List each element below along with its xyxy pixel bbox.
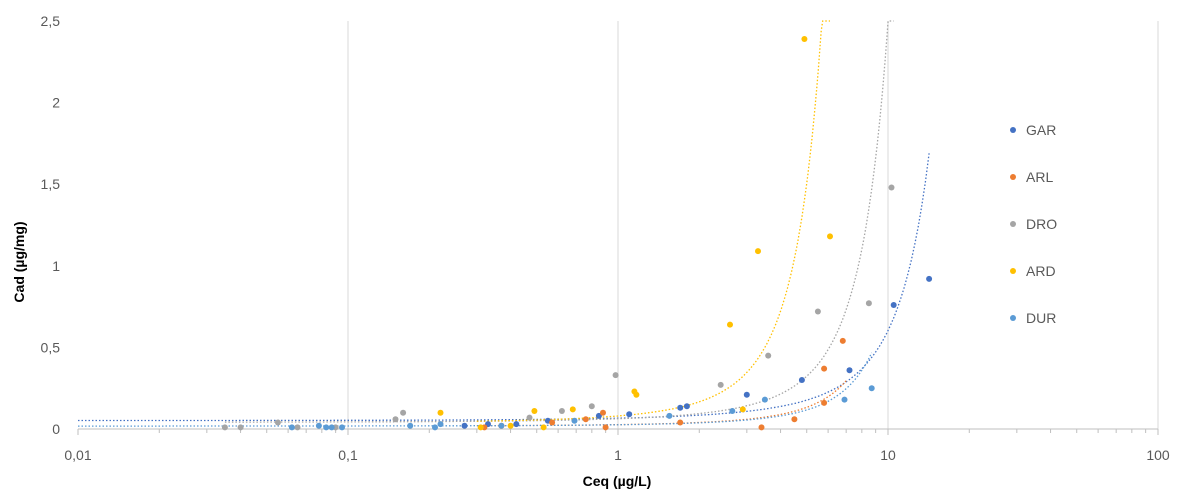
- point-ard: [633, 391, 640, 398]
- point-arl: [600, 409, 606, 416]
- point-dro: [294, 424, 301, 431]
- point-arl: [821, 365, 828, 372]
- point-dro: [274, 419, 281, 426]
- point-ard: [739, 406, 746, 413]
- point-dro: [526, 414, 533, 421]
- point-dur: [868, 385, 875, 392]
- point-ard: [507, 422, 514, 429]
- point-arl: [791, 416, 798, 423]
- point-dro: [717, 381, 724, 388]
- point-dro: [558, 408, 565, 414]
- legend-label-dro: DRO: [1026, 216, 1057, 232]
- x-tick-label: 10: [880, 447, 896, 463]
- y-tick-label: 2,5: [41, 13, 61, 29]
- point-dur: [437, 421, 444, 428]
- legend-label-dur: DUR: [1026, 310, 1056, 326]
- point-dro: [612, 372, 619, 379]
- point-dur: [571, 417, 578, 424]
- point-dro: [221, 424, 228, 431]
- gridlines: [347, 21, 1159, 429]
- legend-marker-ard: [1010, 268, 1016, 274]
- point-arl: [602, 424, 609, 431]
- trendline-arl: [476, 380, 847, 427]
- y-tick-label: 1: [52, 258, 60, 274]
- point-gar: [890, 302, 897, 308]
- point-dro: [392, 416, 399, 423]
- y-tick-label: 2: [52, 95, 60, 111]
- point-arl: [821, 399, 828, 406]
- legend-label-ard: ARD: [1026, 263, 1056, 279]
- point-dro: [237, 424, 244, 431]
- data-points: [221, 36, 933, 431]
- trendlines: [78, 20, 930, 427]
- point-gar: [626, 411, 633, 418]
- trendline-dro: [224, 20, 894, 423]
- y-tick-labels: 0 0,5 1 1,5 2 2,5: [41, 13, 61, 437]
- legend-marker-arl: [1010, 174, 1016, 180]
- legend-marker-gar: [1010, 127, 1016, 133]
- legend: GAR ARL DRO ARD DUR: [1010, 122, 1057, 326]
- point-arl: [677, 419, 684, 426]
- legend-label-gar: GAR: [1026, 122, 1056, 138]
- point-arl: [582, 416, 589, 423]
- legend-label-arl: ARL: [1026, 169, 1053, 185]
- point-ard: [437, 409, 444, 416]
- point-ard: [827, 233, 833, 240]
- x-tick-label: 100: [1146, 447, 1170, 463]
- x-axis-title: Ceq (µg/L): [583, 473, 652, 489]
- axes: [77, 428, 1159, 435]
- point-arl: [758, 424, 765, 431]
- x-tick-label: 0,01: [64, 447, 91, 463]
- trendline-dur: [78, 352, 873, 427]
- legend-marker-dur: [1010, 315, 1016, 321]
- point-arl: [549, 419, 556, 426]
- point-ard: [755, 248, 761, 255]
- x-tick-labels: 0,01 0,1 1 10 100: [64, 447, 1170, 463]
- point-dro: [588, 403, 595, 410]
- point-dur: [666, 412, 673, 419]
- point-dur: [407, 422, 414, 429]
- point-dur: [432, 424, 438, 431]
- point-dro: [765, 352, 772, 359]
- point-arl: [839, 337, 846, 344]
- y-tick-label: 0: [52, 421, 60, 437]
- point-dro: [400, 409, 407, 416]
- point-ard: [540, 424, 547, 431]
- y-tick-label: 1,5: [41, 176, 61, 192]
- point-ard: [477, 424, 484, 431]
- point-gar: [677, 404, 684, 411]
- point-dro: [865, 300, 872, 307]
- point-ard: [569, 406, 576, 413]
- point-dur: [339, 424, 345, 431]
- point-gar: [513, 421, 520, 428]
- x-tick-label: 0,1: [338, 447, 358, 463]
- point-ard: [801, 36, 808, 42]
- point-gar: [846, 367, 853, 374]
- point-dur: [315, 422, 322, 429]
- point-gar: [743, 391, 750, 398]
- point-dur: [841, 396, 848, 403]
- point-dur: [729, 408, 736, 414]
- point-ard: [531, 408, 538, 414]
- point-dro: [888, 184, 895, 191]
- point-gar: [926, 275, 933, 282]
- point-gar: [683, 403, 690, 410]
- y-tick-label: 0,5: [41, 339, 61, 355]
- point-dur: [328, 424, 335, 431]
- point-gar: [798, 377, 805, 383]
- y-axis-title: Cad (µg/mg): [11, 221, 27, 302]
- point-dur: [323, 424, 330, 431]
- legend-marker-dro: [1010, 221, 1016, 227]
- point-gar: [595, 412, 602, 419]
- point-ard: [727, 321, 733, 328]
- point-dur: [498, 422, 505, 429]
- point-dur: [288, 424, 295, 431]
- x-tick-label: 1: [614, 447, 622, 463]
- trendline-ard: [476, 20, 830, 422]
- point-gar: [461, 422, 468, 429]
- point-dur: [761, 396, 768, 403]
- point-dro: [814, 308, 821, 315]
